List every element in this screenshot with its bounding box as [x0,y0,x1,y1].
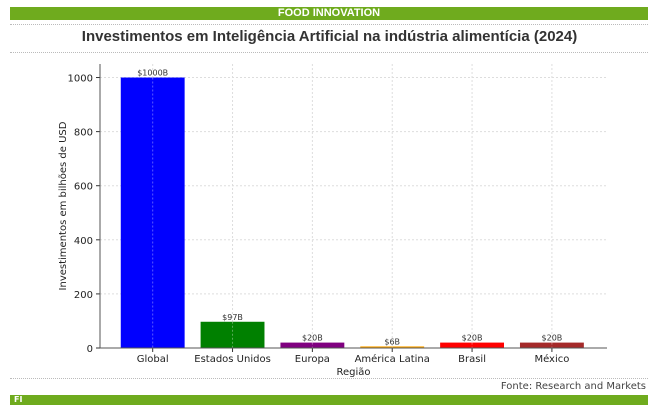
bar [280,342,345,348]
data-label: $20B [542,334,563,343]
page-title: Investimentos em Inteligência Artificial… [81,28,578,45]
x-tick-label: México [534,353,569,365]
divider [10,24,648,25]
y-axis-label: Investimentos em bilhões de USD [58,121,69,290]
y-tick-label: 600 [74,182,93,193]
divider [10,52,648,53]
data-label: $97B [222,313,243,322]
data-label: $6B [384,337,400,346]
data-label: $20B [302,334,323,343]
bar [360,346,425,348]
y-tick-label: 0 [87,344,93,355]
footer-bar: FI [10,395,648,405]
bar [519,342,584,348]
data-label: $1000B [137,69,168,78]
x-tick-label: Brasil [458,354,486,365]
y-tick-label: 800 [74,128,93,139]
x-tick-label: Global [137,354,169,365]
y-tick-label: 200 [74,290,93,301]
data-label: $20B [462,334,483,343]
bar [200,321,265,348]
x-tick-label: América Latina [355,353,430,365]
y-tick-label: 400 [74,236,93,247]
x-axis-label: Região [336,367,370,378]
bar [440,342,505,348]
source-note: Fonte: Research and Markets [500,381,646,392]
divider [10,378,648,379]
bar [120,77,185,349]
x-tick-label: Europa [295,354,330,365]
y-tick-label: 1000 [68,74,93,85]
brand-banner: FOOD INNOVATION [10,7,648,20]
x-tick-label: Estados Unidos [194,354,271,365]
